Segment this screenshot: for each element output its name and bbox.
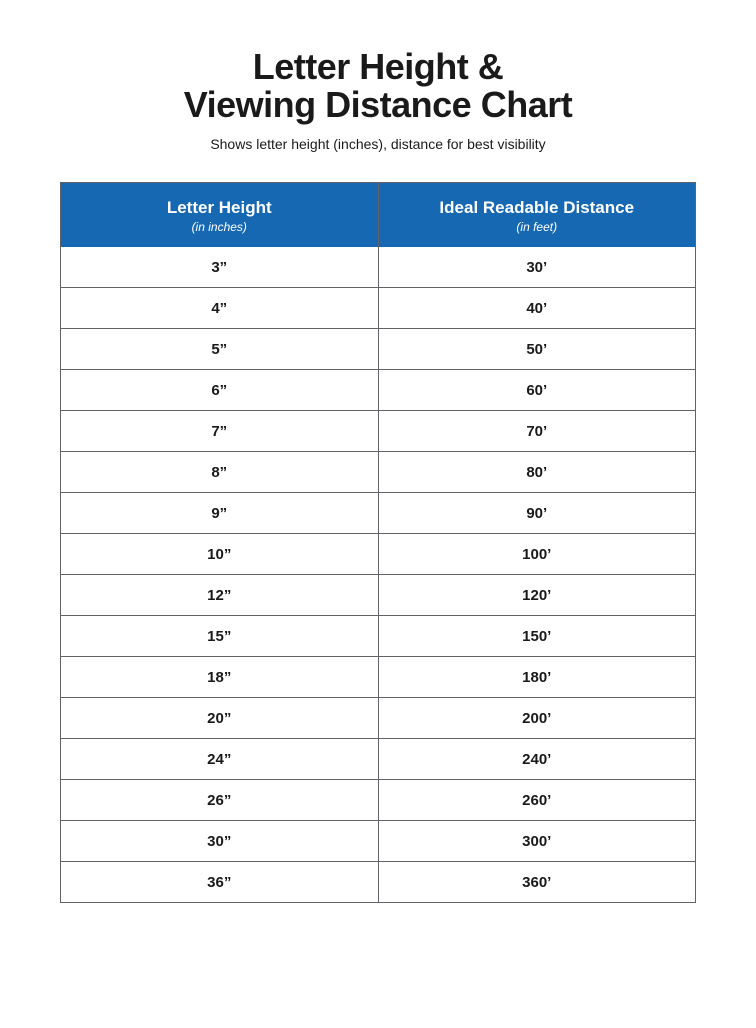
col-header-label: Ideal Readable Distance [439,198,634,217]
distance-table: Letter Height (in inches) Ideal Readable… [60,182,696,904]
table-row: 8”80’ [61,452,696,493]
table-row: 24”240’ [61,739,696,780]
cell-distance: 70’ [378,411,696,452]
cell-distance: 40’ [378,288,696,329]
table-row: 4”40’ [61,288,696,329]
table-row: 5”50’ [61,329,696,370]
cell-letter-height: 9” [61,493,379,534]
cell-distance: 300’ [378,821,696,862]
cell-letter-height: 30” [61,821,379,862]
cell-distance: 50’ [378,329,696,370]
col-header-distance: Ideal Readable Distance (in feet) [378,182,696,247]
cell-letter-height: 3” [61,247,379,288]
table-row: 18”180’ [61,657,696,698]
table-row: 9”90’ [61,493,696,534]
cell-letter-height: 24” [61,739,379,780]
cell-letter-height: 8” [61,452,379,493]
cell-letter-height: 12” [61,575,379,616]
table-row: 20”200’ [61,698,696,739]
table-row: 3”30’ [61,247,696,288]
title-line-2: Viewing Distance Chart [60,86,696,124]
table-row: 26”260’ [61,780,696,821]
cell-letter-height: 15” [61,616,379,657]
page-title: Letter Height & Viewing Distance Chart [60,48,696,124]
page-subtitle: Shows letter height (inches), distance f… [60,136,696,152]
cell-letter-height: 36” [61,862,379,903]
cell-distance: 260’ [378,780,696,821]
title-line-1: Letter Height & [60,48,696,86]
cell-distance: 80’ [378,452,696,493]
table-row: 12”120’ [61,575,696,616]
cell-letter-height: 18” [61,657,379,698]
cell-letter-height: 26” [61,780,379,821]
cell-letter-height: 5” [61,329,379,370]
cell-distance: 100’ [378,534,696,575]
cell-letter-height: 20” [61,698,379,739]
table-row: 36”360’ [61,862,696,903]
cell-letter-height: 6” [61,370,379,411]
cell-distance: 120’ [378,575,696,616]
table-row: 30”300’ [61,821,696,862]
col-header-unit: (in feet) [387,220,688,235]
table-row: 15”150’ [61,616,696,657]
cell-distance: 200’ [378,698,696,739]
table-row: 7”70’ [61,411,696,452]
cell-distance: 30’ [378,247,696,288]
cell-letter-height: 4” [61,288,379,329]
cell-distance: 240’ [378,739,696,780]
col-header-letter-height: Letter Height (in inches) [61,182,379,247]
table-row: 10”100’ [61,534,696,575]
cell-distance: 180’ [378,657,696,698]
cell-distance: 150’ [378,616,696,657]
cell-distance: 60’ [378,370,696,411]
cell-distance: 90’ [378,493,696,534]
col-header-unit: (in inches) [69,220,370,235]
cell-distance: 360’ [378,862,696,903]
table-row: 6”60’ [61,370,696,411]
cell-letter-height: 10” [61,534,379,575]
cell-letter-height: 7” [61,411,379,452]
col-header-label: Letter Height [167,198,272,217]
